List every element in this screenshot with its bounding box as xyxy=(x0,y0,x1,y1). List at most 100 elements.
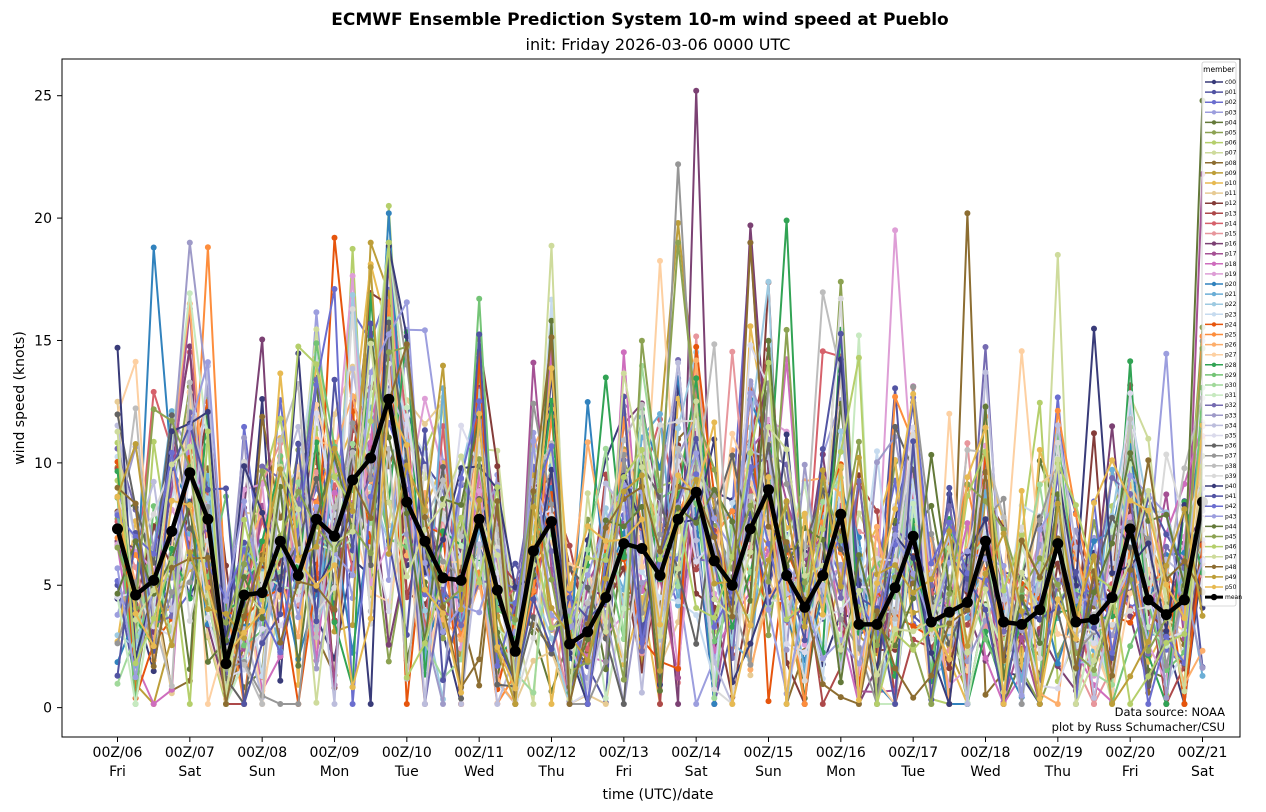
member-point xyxy=(657,633,663,640)
member-point xyxy=(259,396,266,402)
member-point xyxy=(819,701,826,707)
member-point xyxy=(1091,538,1097,545)
member-point xyxy=(657,701,663,707)
member-point xyxy=(1109,649,1116,656)
member-point xyxy=(440,610,446,617)
member-point xyxy=(1109,457,1116,464)
member-point xyxy=(928,672,935,679)
member-point xyxy=(910,383,917,390)
member-point xyxy=(675,583,682,590)
member-point xyxy=(964,606,971,613)
member-point xyxy=(548,334,555,341)
member-point xyxy=(168,408,175,415)
legend-label: p42 xyxy=(1225,503,1237,510)
x-tick-day-label: Sat xyxy=(685,764,708,780)
member-point xyxy=(349,272,356,279)
member-point xyxy=(458,636,465,643)
member-point xyxy=(1072,635,1079,642)
member-point xyxy=(1163,667,1170,674)
member-point xyxy=(421,427,428,434)
member-point xyxy=(440,635,446,642)
member-point xyxy=(403,531,410,538)
member-point xyxy=(313,326,320,333)
member-point xyxy=(530,400,537,407)
member-point xyxy=(638,689,645,696)
member-point xyxy=(675,565,682,572)
legend-marker xyxy=(1211,180,1217,186)
member-point xyxy=(458,695,465,702)
mean-point xyxy=(1016,618,1028,630)
member-point xyxy=(928,502,935,509)
member-point xyxy=(512,685,519,692)
member-point xyxy=(476,609,483,616)
member-point xyxy=(711,623,718,630)
legend-marker xyxy=(1211,241,1217,246)
member-point xyxy=(548,650,555,657)
member-point xyxy=(367,418,374,425)
legend-label: p34 xyxy=(1225,422,1237,429)
member-point xyxy=(1109,570,1116,577)
member-point xyxy=(440,464,446,470)
member-point xyxy=(313,699,320,706)
member-point xyxy=(566,542,573,549)
member-point xyxy=(331,619,338,626)
x-tick-label: 00Z/14 xyxy=(671,745,721,761)
member-point xyxy=(602,628,609,635)
member-point xyxy=(964,447,971,453)
member-point xyxy=(711,686,718,693)
mean-point xyxy=(509,645,521,657)
member-point xyxy=(982,469,989,475)
member-point xyxy=(1109,475,1116,481)
legend-marker xyxy=(1211,433,1217,438)
member-point xyxy=(675,598,682,605)
member-point xyxy=(729,452,736,459)
member-point xyxy=(747,450,754,457)
member-point xyxy=(114,398,121,405)
member-point xyxy=(1018,701,1025,707)
member-point xyxy=(584,657,591,664)
x-tick-day-label: Fri xyxy=(1122,764,1139,780)
member-point xyxy=(114,484,121,491)
member-point xyxy=(530,438,537,445)
member-point xyxy=(1163,350,1170,357)
legend-label: p49 xyxy=(1225,574,1237,581)
mean-point xyxy=(799,601,811,613)
member-point xyxy=(946,656,953,663)
member-point xyxy=(1145,457,1152,464)
member-point xyxy=(1036,517,1043,524)
member-point xyxy=(874,459,880,466)
member-point xyxy=(1036,446,1043,453)
member-point xyxy=(385,658,392,665)
mean-point xyxy=(1160,609,1172,621)
member-point xyxy=(855,660,862,667)
member-point xyxy=(1181,615,1188,622)
legend-marker xyxy=(1211,514,1217,519)
member-point xyxy=(657,548,663,555)
member-point xyxy=(602,445,609,452)
member-point xyxy=(241,561,248,567)
member-point xyxy=(819,582,826,589)
member-point xyxy=(186,379,193,386)
member-point xyxy=(421,421,428,427)
mean-point xyxy=(582,626,594,638)
member-point xyxy=(331,562,338,569)
member-point xyxy=(982,344,989,350)
member-point xyxy=(1199,612,1206,619)
legend-marker xyxy=(1211,271,1217,277)
member-point xyxy=(204,554,211,561)
member-point xyxy=(1181,506,1188,513)
member-point xyxy=(313,469,320,476)
member-point xyxy=(114,544,121,551)
member-point xyxy=(892,562,899,569)
legend-label: p30 xyxy=(1225,382,1237,389)
member-point xyxy=(675,504,682,511)
member-point xyxy=(982,606,989,613)
legend-label: p01 xyxy=(1225,89,1237,96)
member-point xyxy=(892,393,899,400)
mean-point xyxy=(708,555,720,567)
member-point xyxy=(783,498,790,505)
legend-marker xyxy=(1211,413,1217,418)
member-point xyxy=(801,623,808,630)
member-point xyxy=(964,701,971,707)
member-point xyxy=(982,636,989,643)
